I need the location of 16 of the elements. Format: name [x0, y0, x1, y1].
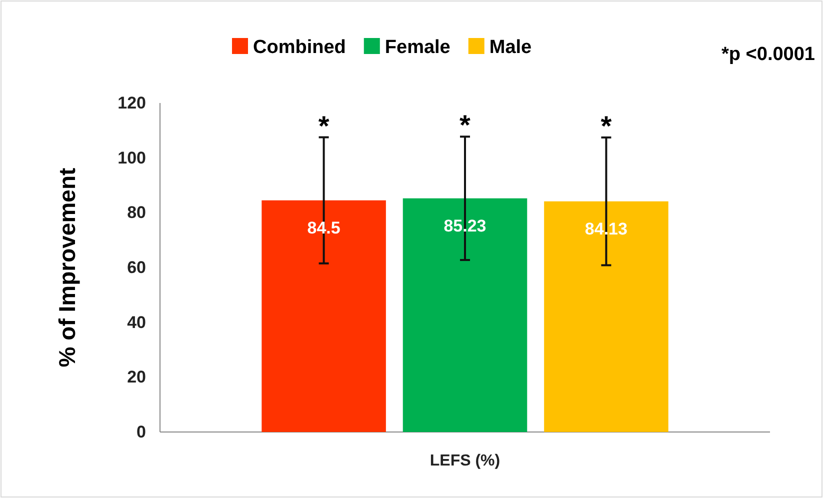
y-tick-label: 0	[136, 422, 146, 442]
y-tick-label: 40	[127, 312, 146, 332]
annotation: *	[600, 110, 612, 142]
y-tick-label: 100	[118, 148, 146, 168]
y-tick-label: 80	[127, 203, 146, 222]
legend-label: Female	[384, 37, 450, 58]
legend-label: Male	[489, 37, 532, 58]
legend-label: Combined	[253, 37, 346, 58]
y-tick-label: 60	[127, 258, 146, 277]
y-axis-title: % of Improvement	[54, 167, 80, 368]
text: *p <0.0001	[722, 44, 816, 65]
y-tick-label: 20	[127, 368, 146, 387]
annotation: *	[460, 110, 471, 141]
x-tick-label: LEFS (%)	[430, 452, 500, 470]
y-tick-label: 120	[118, 93, 146, 112]
annotation: *	[318, 110, 330, 142]
